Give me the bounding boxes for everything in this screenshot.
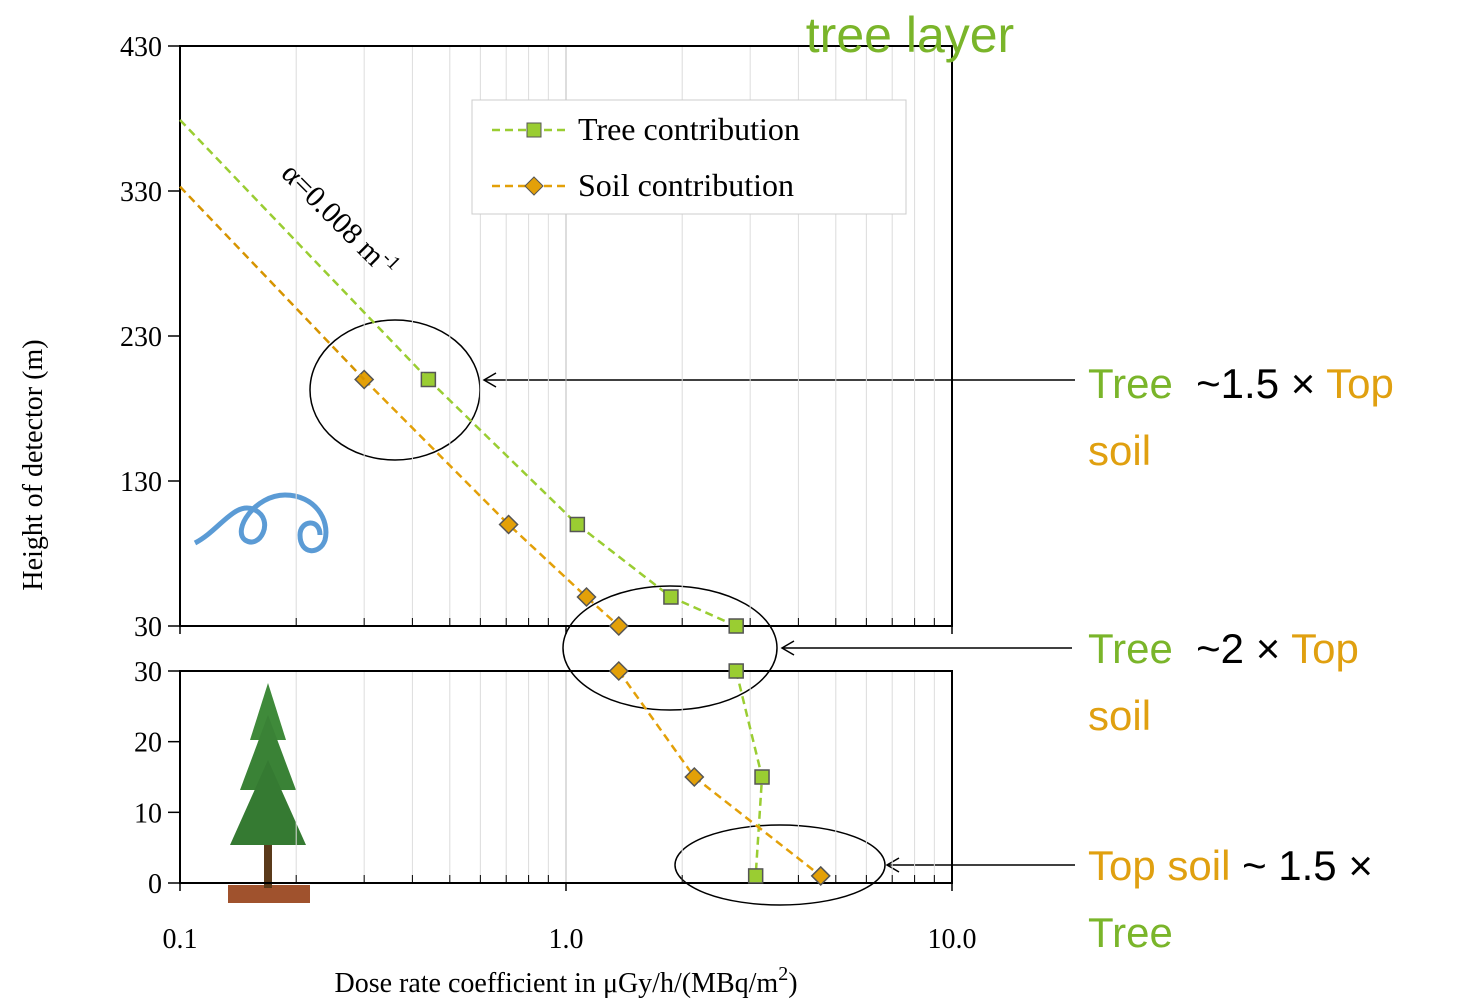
series-line (617, 670, 822, 877)
x-tick-label: 10.0 (928, 924, 977, 955)
y-axis-label: Height of detector (m) (18, 339, 49, 590)
marker (810, 865, 831, 886)
annotation-part: ~ 1.5 × (1230, 842, 1372, 889)
arrows (482, 372, 1075, 873)
marker (754, 769, 770, 785)
y-tick-label: 330 (120, 177, 162, 208)
marker (608, 660, 629, 682)
y-tick-label: 30 (134, 657, 162, 688)
wind-icon (193, 492, 329, 554)
marker (684, 766, 705, 788)
series-line (179, 119, 430, 381)
annotation: soil (1088, 427, 1151, 474)
y-tick-label: 20 (134, 728, 162, 759)
x-axis-label-part: ) (788, 968, 797, 999)
series-line (363, 378, 620, 627)
annotation: soil (1088, 692, 1151, 739)
marker (663, 589, 679, 605)
chart-title: tree layer (806, 7, 1014, 63)
x-tick-label: 0.1 (163, 924, 198, 955)
annotation-part: Tree (1088, 625, 1173, 672)
plot-frame (179, 45, 953, 627)
tree-illustration (228, 683, 310, 903)
annotation: Tree (1088, 909, 1173, 956)
legend-label: Tree contribution (578, 111, 800, 147)
y-tick-label: 10 (134, 798, 162, 829)
annotation: Tree ~2 × Top (1088, 625, 1359, 672)
annotation-part: Tree (1088, 360, 1173, 407)
slope-text: α=0.008 m (275, 157, 391, 273)
annotation-part: Top (1326, 360, 1394, 407)
y-tick-label: 0 (148, 869, 162, 900)
x-axis-label: Dose rate coefficient in μGy/h/(MBq/m2) (334, 963, 797, 999)
panel: 30 130 230 330 430 Tree contribution Soil cont… (18, 7, 1014, 643)
annotation: Tree ~1.5 × Top (1088, 360, 1394, 407)
y-tick-label: 430 (120, 32, 162, 63)
annotation-part: Top soil (1088, 842, 1230, 889)
series-line (427, 378, 737, 628)
x-axis-label-part: 2 (778, 963, 788, 985)
series-line (179, 185, 366, 381)
marker (569, 516, 586, 533)
x-axis-label-part: Dose rate coefficient in μGy/h/(MBq/m (334, 968, 778, 999)
plot-frame (179, 670, 953, 884)
annotation: Top soil ~ 1.5 × (1088, 842, 1373, 889)
y-tick-label: 230 (120, 322, 162, 353)
marker (728, 618, 744, 634)
annotation-part: Tree (1088, 909, 1173, 956)
marker (747, 868, 764, 884)
x-tick-label: 1.0 (549, 924, 584, 955)
annotation-part: ~2 × (1173, 625, 1291, 672)
annotation-part: soil (1088, 427, 1151, 474)
panel: 0.1 1.0 10.0 0 10 20 30 Dose rate coefficient i… (134, 657, 977, 999)
marker (728, 663, 744, 679)
marker (608, 615, 629, 637)
annotation-part: soil (1088, 692, 1151, 739)
marker (498, 514, 519, 535)
y-tick-label: 30 (134, 612, 162, 643)
annotation-part: ~1.5 × (1173, 360, 1326, 407)
legend-marker (526, 122, 542, 138)
annotation-part: Top (1291, 625, 1359, 672)
legend-box (471, 99, 907, 215)
marker (576, 586, 597, 608)
y-tick-label: 130 (120, 467, 162, 498)
legend-label: Soil contribution (578, 167, 794, 203)
legend-marker (524, 176, 544, 196)
slope-label: α=0.008 m-1 (275, 154, 405, 284)
